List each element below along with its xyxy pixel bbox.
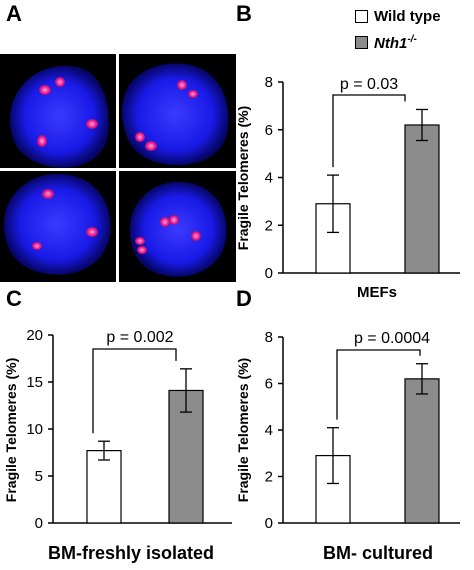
micrograph-divider-h xyxy=(0,168,236,171)
y-tick-label-c-15: 15 xyxy=(26,374,43,391)
y-tick-label-d-6: 6 xyxy=(265,376,273,393)
panel-label-d: D xyxy=(236,286,252,311)
legend-label-nth1-main: Nth1 xyxy=(374,35,408,52)
y-axis-label-c: Fragile Telomeres (%) xyxy=(3,358,19,502)
y-tick-label-c-10: 10 xyxy=(26,421,43,438)
y-tick-label-b-6: 6 xyxy=(265,122,273,139)
y-tick-label-d-8: 8 xyxy=(265,329,273,346)
p-value-label-c: p = 0.002 xyxy=(106,329,173,346)
bar-b-nth1 xyxy=(404,124,440,274)
micrograph-tr xyxy=(121,63,229,166)
y-tick-label-c-5: 5 xyxy=(35,468,43,485)
y-tick-label-d-4: 4 xyxy=(265,422,273,439)
x-axis-label-b: MEFs xyxy=(357,284,397,301)
bar-d-nth1 xyxy=(404,378,440,524)
significance-bracket-c xyxy=(92,348,177,434)
legend-label-nth1-sup: -/- xyxy=(407,34,417,45)
y-tick-label-d-0: 0 xyxy=(265,515,273,532)
legend-swatch-white xyxy=(355,10,368,23)
significance-bracket-b xyxy=(332,94,406,168)
y-axis-label-b: Fragile Telomeres (%) xyxy=(235,106,251,250)
y-tick-label-b-0: 0 xyxy=(265,265,273,282)
micrograph-grid xyxy=(0,54,236,282)
panel-label-c: C xyxy=(6,286,22,311)
micrograph-br xyxy=(129,181,227,277)
legend: Wild type Nth1-/- xyxy=(355,8,473,56)
y-tick-label-c-20: 20 xyxy=(26,327,43,344)
y-axis-label-d: Fragile Telomeres (%) xyxy=(235,358,251,502)
p-value-label-d: p = 0.0004 xyxy=(354,330,430,347)
y-tick-label-b-8: 8 xyxy=(265,74,273,91)
micrograph-bl xyxy=(3,173,111,275)
significance-bracket-d xyxy=(336,349,421,420)
panel-label-a: A xyxy=(6,1,22,26)
x-axis-label-d: BM- cultured xyxy=(323,543,433,563)
legend-label-nth1: Nth1-/- xyxy=(374,34,417,52)
x-axis-label-c: BM-freshly isolated xyxy=(48,543,214,563)
legend-swatch-gray xyxy=(355,36,368,49)
p-value-label-b: p = 0.03 xyxy=(340,76,398,93)
legend-label-wild-type: Wild type xyxy=(374,8,441,25)
y-tick-label-c-0: 0 xyxy=(35,515,43,532)
y-tick-label-d-2: 2 xyxy=(265,469,273,486)
panel-label-b: B xyxy=(236,1,252,26)
y-tick-label-b-4: 4 xyxy=(265,170,273,187)
bar-c-wild-type xyxy=(86,450,122,524)
y-tick-label-b-2: 2 xyxy=(265,217,273,234)
micrograph-tl xyxy=(9,65,109,168)
